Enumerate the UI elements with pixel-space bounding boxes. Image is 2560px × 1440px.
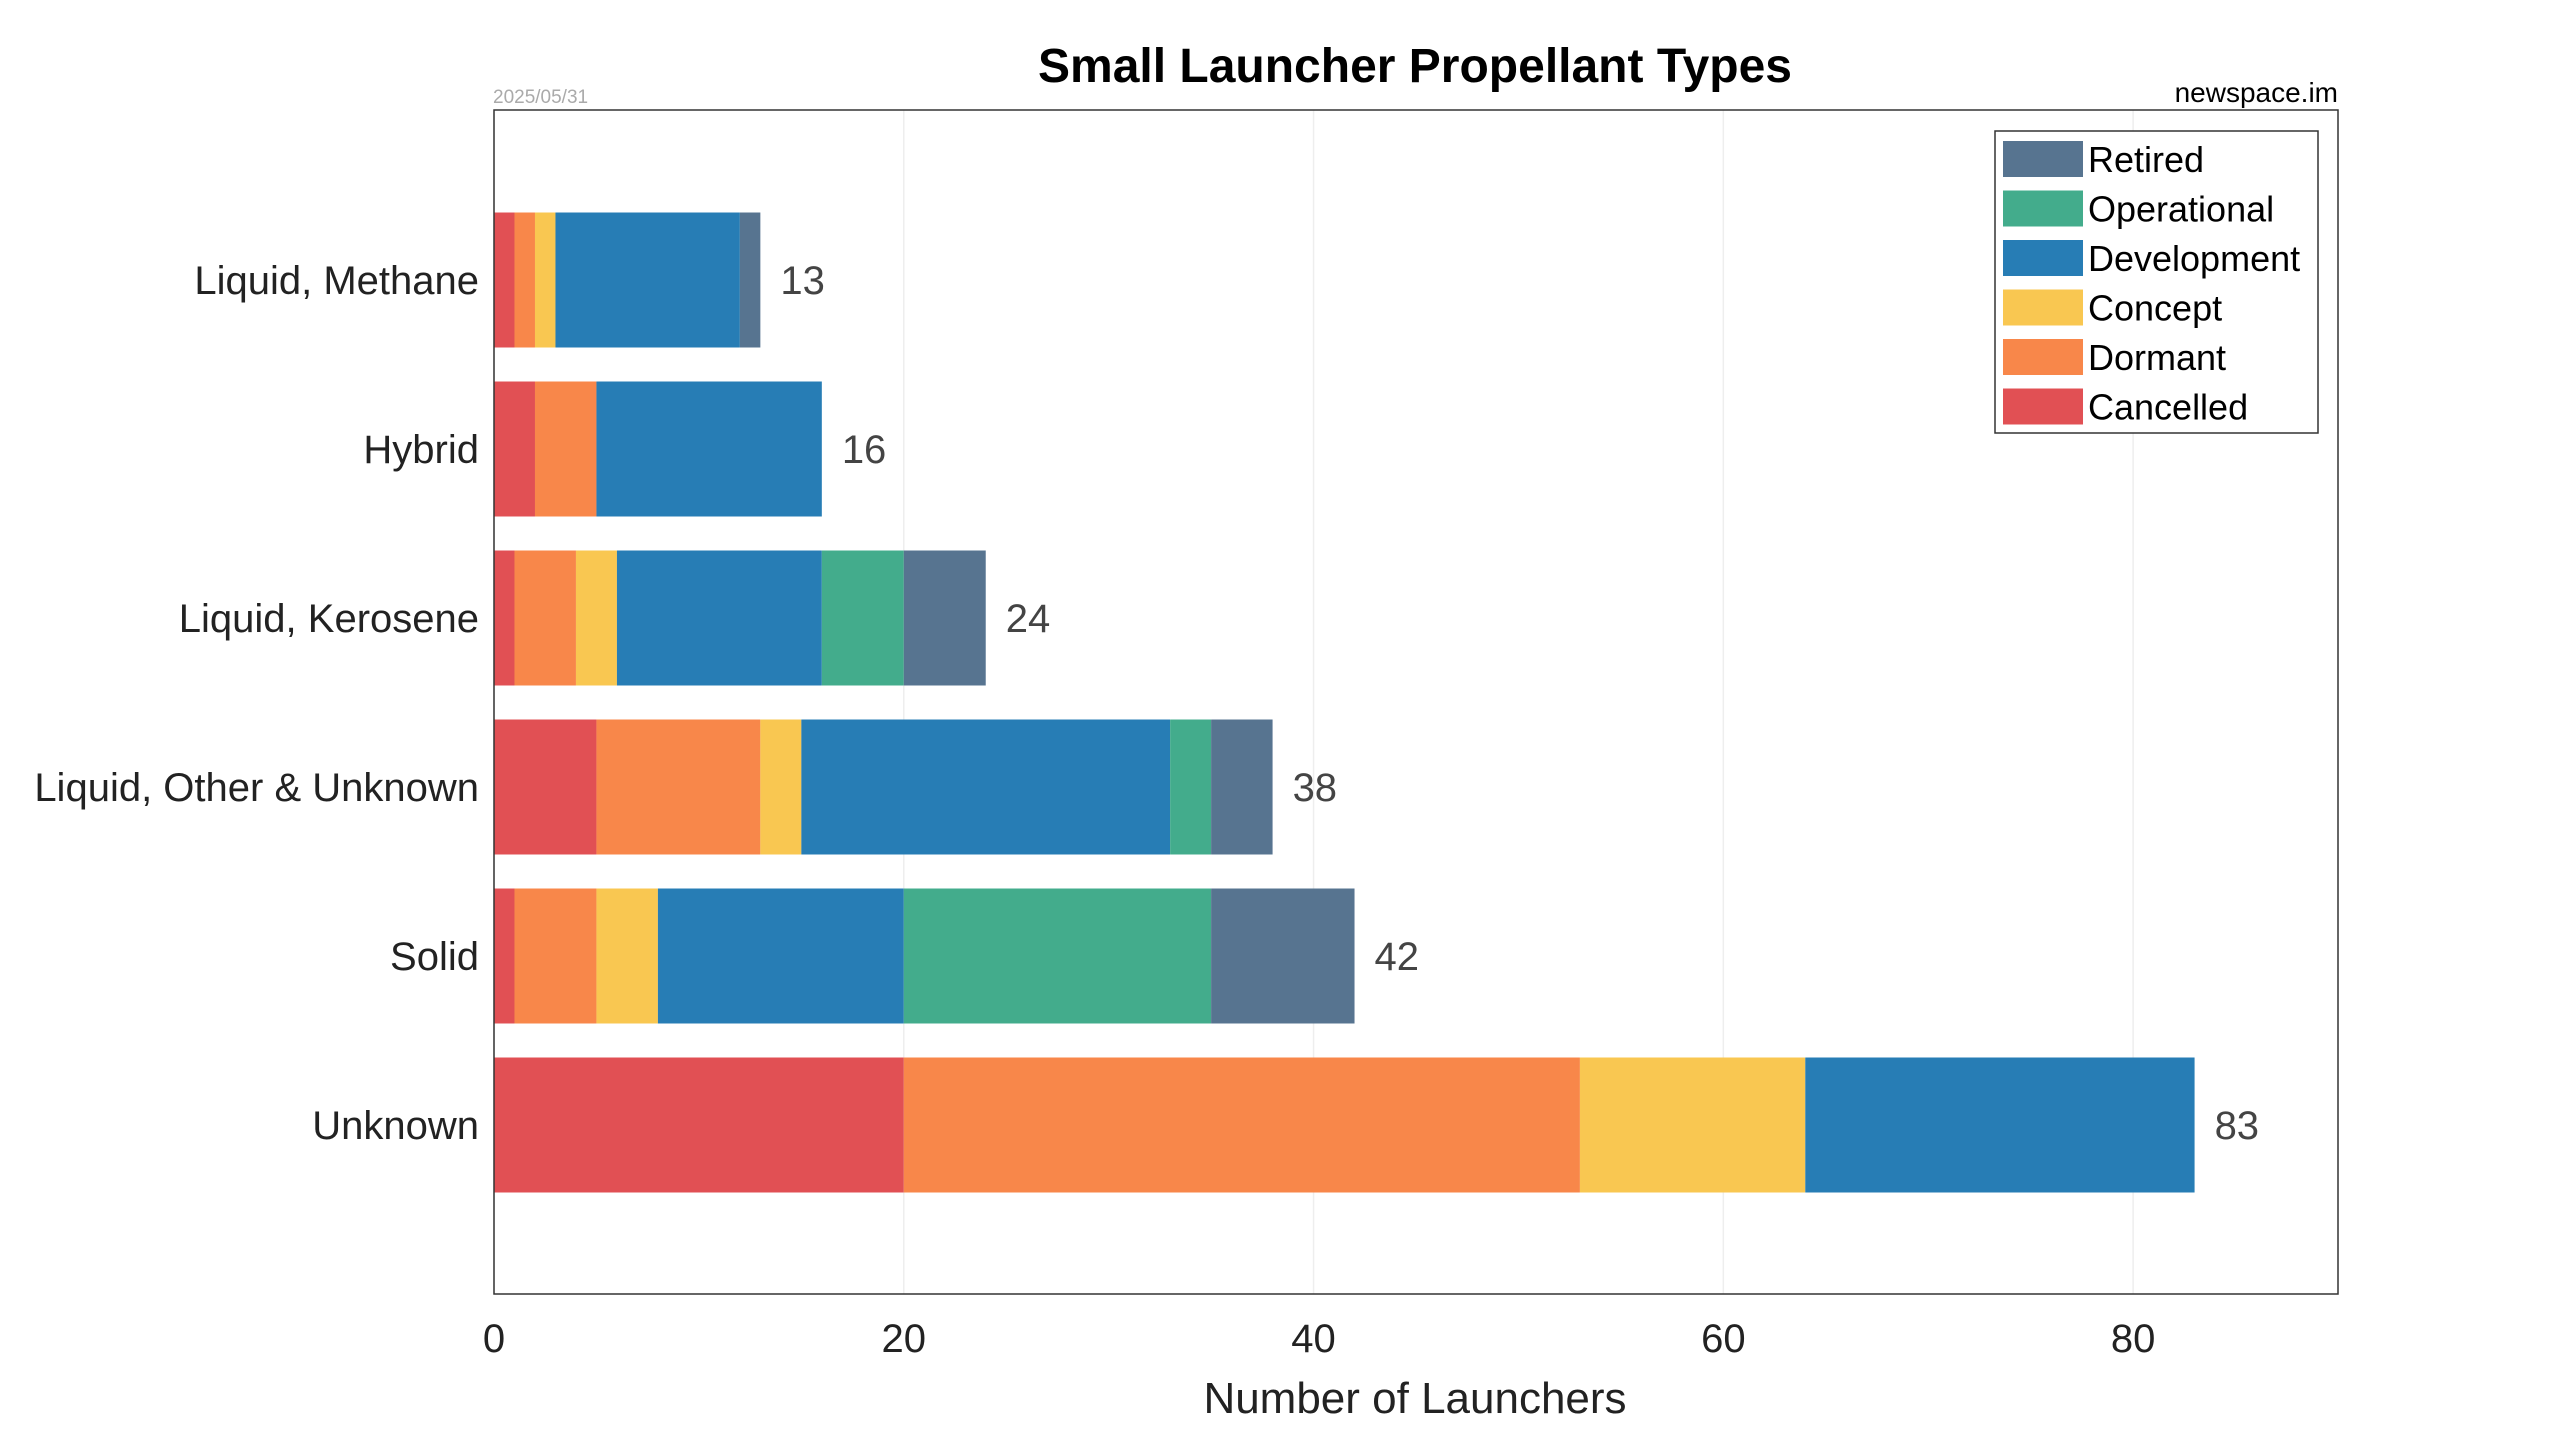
bar-segment <box>555 212 740 348</box>
legend-label: Retired <box>2088 139 2204 180</box>
y-tick-label: Liquid, Methane <box>194 259 479 303</box>
bar-segment <box>494 550 515 686</box>
bar-segment <box>494 888 515 1024</box>
bar-segment <box>657 888 904 1024</box>
x-tick-label: 0 <box>483 1317 505 1361</box>
legend-swatch <box>2003 339 2083 375</box>
legend-label: Development <box>2088 238 2300 279</box>
bar-segment <box>494 212 515 348</box>
bar-segment <box>760 719 802 855</box>
bar-segment <box>534 381 597 517</box>
x-axis-ticks: 0 20 40 60 80 <box>483 1317 2155 1361</box>
legend-box <box>1994 130 2319 434</box>
legend-label: Cancelled <box>2088 387 2248 428</box>
chart-title: Small Launcher Propellant Types <box>1038 40 1792 93</box>
y-axis-labels: Liquid, Methane Hybrid Liquid, Kerosene Liq… <box>34 259 479 1148</box>
bar-segment <box>801 719 1171 855</box>
bar-segment <box>903 1057 1580 1193</box>
legend-label: Operational <box>2088 189 2274 230</box>
legend-label: Concept <box>2088 288 2222 329</box>
plot-frame <box>493 109 2339 1295</box>
bar-total-label: 83 <box>2215 1104 2260 1148</box>
bar-segment <box>1211 719 1273 855</box>
bar-segment <box>494 381 535 517</box>
bar-segment <box>494 719 597 855</box>
x-axis-label: Number of Launchers <box>1203 1374 1626 1423</box>
x-tick-label: 80 <box>2111 1317 2156 1361</box>
bar-segment <box>494 1057 904 1193</box>
bar-segment <box>514 888 597 1024</box>
y-tick-label: Hybrid <box>363 428 479 472</box>
bar-segment <box>739 212 761 348</box>
legend: Retired Operational Development Concept Dorm… <box>1994 130 2319 434</box>
bar-total-label: 16 <box>842 428 887 472</box>
x-tick-label: 20 <box>882 1317 927 1361</box>
bar-segment <box>575 550 617 686</box>
bar-segment <box>596 719 761 855</box>
y-tick-label: Liquid, Kerosene <box>179 597 479 641</box>
legend-swatch <box>2003 141 2083 177</box>
bar-segment <box>903 888 1212 1024</box>
bar-total-label: 38 <box>1293 766 1338 810</box>
bar-total-label: 42 <box>1375 935 1420 979</box>
bar-totals: 13 16 24 38 42 83 <box>780 259 2259 1148</box>
bar-segment <box>514 212 535 348</box>
chart-watermark: newspace.im <box>2175 77 2338 108</box>
bar-segment <box>903 550 986 686</box>
y-tick-label: Unknown <box>312 1104 479 1148</box>
bar-segment <box>616 550 822 686</box>
bars <box>494 212 2195 1193</box>
legend-label: Dormant <box>2088 337 2226 378</box>
legend-swatch <box>2003 289 2083 326</box>
bar-segment <box>1170 719 1212 855</box>
bar-segment <box>596 381 822 517</box>
bar-segment <box>1579 1057 1806 1193</box>
chart-date: 2025/05/31 <box>493 87 588 108</box>
bar-total-label: 13 <box>780 259 825 303</box>
x-tick-label: 40 <box>1291 1317 1336 1361</box>
bar-segment <box>596 888 658 1024</box>
bar-segment <box>821 550 904 686</box>
y-tick-label: Solid <box>390 935 479 979</box>
legend-swatch <box>2003 388 2083 425</box>
y-tick-label: Liquid, Other & Unknown <box>34 766 479 810</box>
bar-segment <box>1211 888 1355 1024</box>
bar-segment <box>534 212 556 348</box>
legend-swatch <box>2003 190 2083 227</box>
bar-total-label: 24 <box>1006 597 1051 641</box>
bar-segment <box>1805 1057 2195 1193</box>
bar-segment <box>514 550 576 686</box>
x-tick-label: 60 <box>1701 1317 1746 1361</box>
legend-swatch <box>2003 240 2083 276</box>
